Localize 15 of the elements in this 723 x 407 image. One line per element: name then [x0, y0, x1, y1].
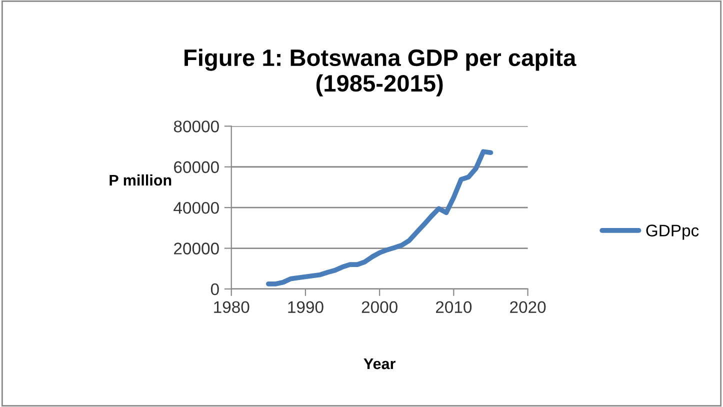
y-tick-label: 60000	[174, 161, 219, 174]
x-tick-label: 2010	[436, 301, 472, 314]
legend-label: GDPpc	[646, 224, 699, 240]
x-tick-label: 2000	[362, 301, 398, 314]
x-tick-label: 1990	[288, 301, 324, 314]
x-tick-label: 1980	[214, 301, 250, 314]
line-series	[266, 149, 494, 286]
chart-title: Figure 1: Botswana GDP per capita (1985-2015)	[184, 48, 576, 96]
y-tick-label: 40000	[174, 202, 219, 214]
y-tick-label: 20000	[174, 242, 219, 254]
x-axis-title: Year	[364, 358, 396, 370]
y-axis-title: P million	[110, 174, 172, 186]
x-tick-label: 2020	[510, 301, 546, 314]
y-tick-label: 80000	[174, 120, 219, 132]
y-tick-label: 0	[210, 283, 219, 296]
